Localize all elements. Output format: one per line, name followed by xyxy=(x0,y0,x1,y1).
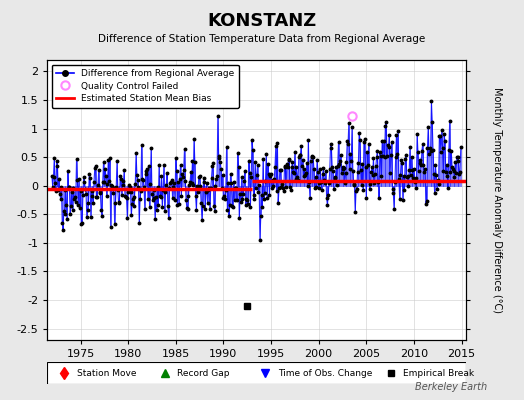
Text: KONSTANZ: KONSTANZ xyxy=(208,12,316,30)
Legend: Difference from Regional Average, Quality Control Failed, Estimated Station Mean: Difference from Regional Average, Qualit… xyxy=(52,64,239,108)
Text: Berkeley Earth: Berkeley Earth xyxy=(415,382,487,392)
Text: Record Gap: Record Gap xyxy=(177,368,230,378)
Text: Empirical Break: Empirical Break xyxy=(403,368,475,378)
Y-axis label: Monthly Temperature Anomaly Difference (°C): Monthly Temperature Anomaly Difference (… xyxy=(492,87,502,313)
Text: Time of Obs. Change: Time of Obs. Change xyxy=(278,368,372,378)
Text: Station Move: Station Move xyxy=(77,368,136,378)
Text: Difference of Station Temperature Data from Regional Average: Difference of Station Temperature Data f… xyxy=(99,34,425,44)
